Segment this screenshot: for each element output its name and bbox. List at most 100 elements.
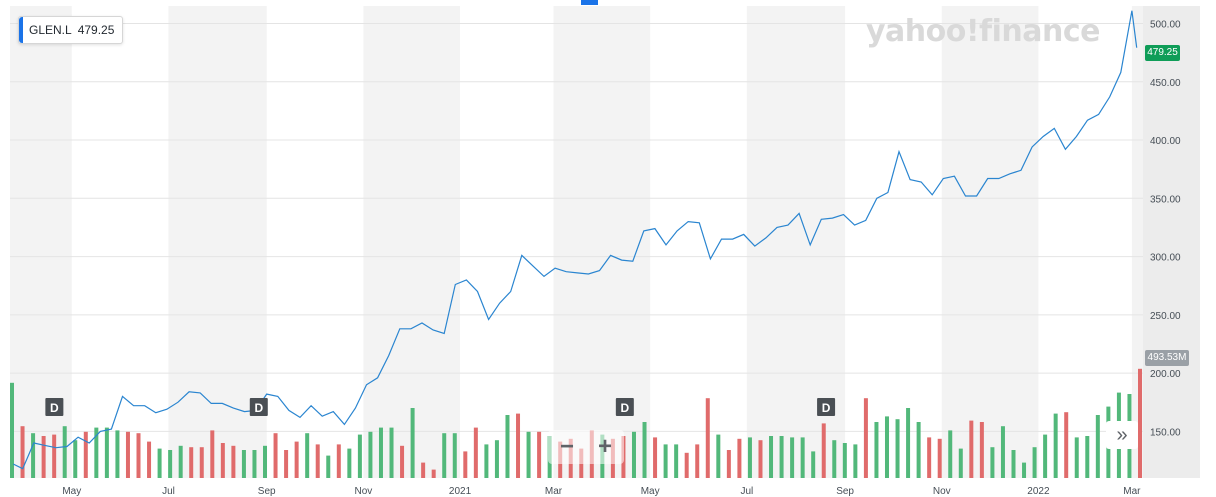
- volume-bar: [136, 433, 141, 478]
- volume-bar: [1000, 426, 1005, 478]
- volume-bar: [937, 438, 942, 478]
- volume-bar: [1032, 447, 1037, 478]
- time-band: [553, 6, 651, 478]
- volume-bar: [1138, 368, 1142, 478]
- volume-bar: [705, 398, 710, 478]
- expand-icon[interactable]: »: [1106, 421, 1138, 449]
- y-tick-label: 300.00: [1150, 253, 1181, 264]
- zoom-controls: − +: [548, 430, 624, 464]
- volume-bar: [674, 444, 679, 478]
- volume-bar: [220, 443, 225, 478]
- volume-bar: [1085, 436, 1090, 478]
- volume-bar: [463, 451, 468, 478]
- volume-bar: [305, 433, 310, 478]
- time-band: [363, 6, 461, 478]
- price-line: [12, 10, 1138, 470]
- volume-bar: [505, 415, 510, 478]
- volume-bar: [20, 426, 25, 478]
- volume-bar: [1022, 462, 1027, 478]
- volume-bar: [83, 431, 88, 478]
- x-tick-label: May: [62, 486, 81, 497]
- x-tick-label: Nov: [933, 486, 951, 497]
- volume-bar: [1095, 415, 1100, 478]
- y-tick-label: 150.00: [1150, 427, 1181, 438]
- volume-bar: [1043, 434, 1048, 478]
- volume-bar: [10, 382, 14, 478]
- volume-tag: 493.53M: [1145, 350, 1189, 366]
- volume-bar: [336, 444, 341, 478]
- time-band: [1131, 6, 1143, 478]
- volume-bar: [473, 427, 478, 478]
- volume-bar: [210, 430, 215, 478]
- volume-bar: [347, 448, 352, 478]
- volume-bar: [842, 443, 847, 478]
- volume-bar: [62, 426, 67, 478]
- volume-bar: [115, 430, 120, 478]
- volume-bar: [231, 445, 236, 478]
- x-tick-label: Mar: [545, 486, 563, 497]
- volume-bar: [168, 450, 173, 478]
- volume-bar: [189, 447, 194, 478]
- dividend-marker[interactable]: D: [817, 398, 836, 416]
- volume-bar: [884, 416, 889, 478]
- dividend-badge: [45, 398, 64, 416]
- volume-bar: [284, 450, 289, 478]
- range-marker[interactable]: [581, 0, 598, 5]
- volume-bar: [400, 445, 405, 478]
- current-price-tag: 479.25: [1145, 45, 1180, 61]
- volume-bar: [958, 448, 963, 478]
- volume-bar: [41, 436, 46, 478]
- volume-bar: [737, 438, 742, 478]
- volume-bar: [631, 431, 636, 478]
- volume-bar: [811, 451, 816, 478]
- y-tick-label: 250.00: [1150, 311, 1181, 322]
- volume-bar: [853, 444, 858, 478]
- dividend-label: D: [620, 401, 629, 415]
- volume-bar: [125, 431, 130, 478]
- volume-bar: [916, 422, 921, 478]
- ticker-label[interactable]: GLEN.L 479.25: [18, 16, 124, 44]
- dividend-label: D: [50, 401, 59, 415]
- volume-bar: [874, 422, 879, 478]
- volume-bar: [800, 437, 805, 478]
- volume-bar: [494, 440, 499, 478]
- x-tick-label: Sep: [258, 486, 276, 497]
- volume-bar: [31, 433, 36, 478]
- volume-bar: [1011, 450, 1016, 478]
- volume-bar: [442, 433, 447, 478]
- y-tick-label: 500.00: [1150, 19, 1181, 30]
- dividend-badge: [615, 398, 634, 416]
- volume-bar: [716, 434, 721, 478]
- dividend-marker[interactable]: D: [45, 398, 64, 416]
- dividend-label: D: [822, 401, 831, 415]
- y-tick-label: 200.00: [1150, 369, 1181, 380]
- y-tick-label: 450.00: [1150, 78, 1181, 89]
- x-tick-label: 2022: [1027, 486, 1050, 497]
- volume-bar: [1064, 412, 1069, 478]
- volume-bar: [642, 422, 647, 478]
- volume-bar: [431, 469, 436, 478]
- volume-bar: [979, 422, 984, 478]
- x-tick-label: Mar: [1123, 486, 1141, 497]
- axis-panel: [1143, 6, 1200, 478]
- volume-bar: [484, 444, 489, 478]
- volume-bar: [94, 427, 99, 478]
- volume-bar: [1074, 437, 1079, 478]
- volume-bar: [863, 398, 868, 478]
- dividend-label: D: [254, 401, 263, 415]
- zoom-out-button[interactable]: −: [559, 433, 574, 460]
- volume-bar: [104, 427, 109, 478]
- volume-bar: [378, 427, 383, 478]
- volume-bar: [52, 434, 57, 478]
- volume-bar: [990, 447, 995, 478]
- x-tick-label: 2021: [449, 486, 472, 497]
- dividend-marker[interactable]: D: [249, 398, 268, 416]
- x-tick-label: Sep: [836, 486, 854, 497]
- dividend-badge: [249, 398, 268, 416]
- time-band: [941, 6, 1039, 478]
- volume-bar: [263, 445, 268, 478]
- volume-bar: [906, 408, 911, 478]
- dividend-marker[interactable]: D: [615, 398, 634, 416]
- zoom-in-button[interactable]: +: [597, 433, 612, 460]
